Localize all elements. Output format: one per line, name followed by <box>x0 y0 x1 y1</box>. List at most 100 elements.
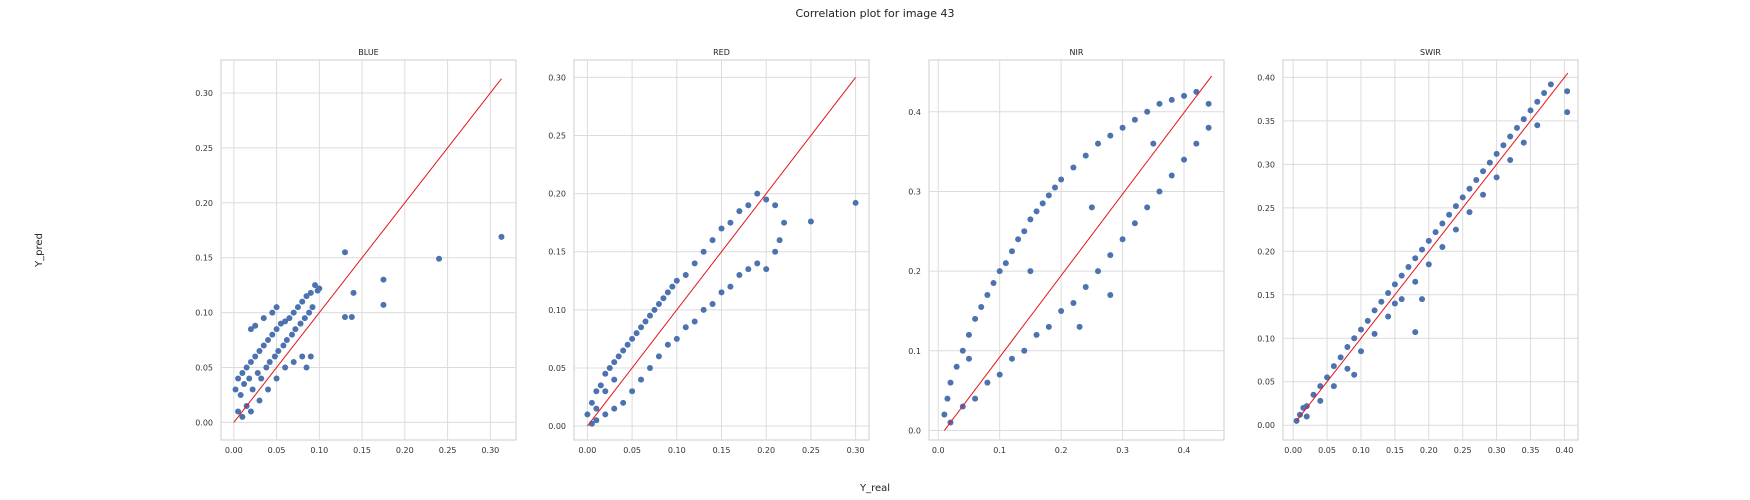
scatter-point <box>1534 98 1541 105</box>
scatter-point <box>1008 248 1015 255</box>
scatter-point <box>602 370 609 377</box>
scatter-point <box>1507 157 1514 163</box>
identity-line <box>233 78 502 423</box>
scatter-point <box>1076 323 1083 330</box>
scatter-point <box>646 312 653 319</box>
scatter-point <box>1303 413 1310 420</box>
scatter-point <box>1070 164 1077 171</box>
scatter-point <box>629 388 636 395</box>
panel-swir: 0.00 0.05 0.10 0.15 0.20 0.25 0.30 0.35 0.40 0.00… <box>1257 48 1579 455</box>
x-tick-label: 0.20 <box>1420 446 1438 455</box>
scatter-point <box>299 298 306 305</box>
scatter-point <box>1095 268 1102 275</box>
scatter-point <box>965 355 972 362</box>
scatter-point <box>584 411 591 418</box>
scatter-point <box>290 309 297 316</box>
scatter-point <box>247 408 254 415</box>
scatter-point <box>972 315 979 322</box>
scatter-point <box>1144 108 1151 115</box>
y-tick-label: 0.00 <box>1257 421 1275 430</box>
scatter-series <box>584 190 859 427</box>
scatter-point <box>1452 226 1459 233</box>
scatter-point <box>727 283 734 290</box>
y-tick-label: 0.30 <box>195 89 213 98</box>
scatter-point <box>1344 365 1351 372</box>
scatter-point <box>299 353 306 360</box>
scatter-point <box>606 364 613 371</box>
x-tick-label: 0.05 <box>623 446 641 455</box>
scatter-point <box>638 324 645 331</box>
x-tick-label: 0.00 <box>579 446 597 455</box>
x-tick-label: 0.1 <box>993 446 1006 455</box>
scatter-point <box>1439 220 1446 227</box>
x-tick-label: 0.30 <box>1488 446 1506 455</box>
scatter-point <box>380 276 387 283</box>
scatter-point <box>691 318 698 325</box>
scatter-point <box>1412 278 1419 285</box>
plot-frame <box>928 59 1225 441</box>
scatter-point <box>1045 192 1052 199</box>
y-tick-label: 0.35 <box>1257 117 1275 126</box>
x-tick-label: 0.0 <box>932 446 945 455</box>
x-tick-label: 0.4 <box>1178 446 1191 455</box>
y-tick-label: 0.10 <box>1257 334 1275 343</box>
scatter-point <box>260 342 267 349</box>
scatter-point <box>1419 296 1426 303</box>
scatter-point <box>1058 176 1065 183</box>
scatter-point <box>1027 216 1034 223</box>
scatter-point <box>1391 300 1398 307</box>
scatter-point <box>772 248 779 255</box>
scatter-point <box>1507 133 1514 140</box>
scatter-point <box>593 388 600 395</box>
scatter-point <box>273 375 280 382</box>
figure-y-label: Y_pred <box>34 233 45 268</box>
scatter-point <box>252 353 259 360</box>
scatter-point <box>235 408 242 415</box>
scatter-point <box>1486 159 1493 166</box>
y-tick-label: 0.25 <box>1257 204 1275 213</box>
scatter-point <box>282 318 289 325</box>
scatter-point <box>1344 343 1351 350</box>
scatter-point <box>1107 292 1114 299</box>
scatter-point <box>1002 260 1009 267</box>
scatter-point <box>664 341 671 348</box>
scatter-point <box>1364 317 1371 324</box>
panel-blue: 0.00 0.05 0.10 0.15 0.20 0.25 0.30 0.00 0.05 0.10… <box>195 48 517 455</box>
scatter-point <box>1168 96 1175 103</box>
y-tick-label: 0.30 <box>548 73 566 82</box>
scatter-point <box>602 388 609 395</box>
scatter-point <box>727 219 734 226</box>
x-tick-label: 0.25 <box>802 446 820 455</box>
scatter-point <box>1119 124 1126 131</box>
scatter-point <box>615 353 622 360</box>
x-tick-label: 0.15 <box>353 446 371 455</box>
scatter-point <box>776 237 783 244</box>
scatter-point <box>763 266 770 273</box>
scatter-point <box>655 301 662 308</box>
scatter-point <box>638 376 645 383</box>
scatter-point <box>593 405 600 412</box>
scatter-point <box>602 411 609 418</box>
x-tick-label: 0.35 <box>1522 446 1540 455</box>
scatter-series <box>1293 81 1571 424</box>
scatter-point <box>254 370 261 377</box>
scatter-point <box>1480 168 1487 175</box>
scatter-point <box>629 335 636 342</box>
scatter-point <box>965 331 972 338</box>
scatter-point <box>247 326 254 333</box>
y-tick-label: 0.25 <box>195 144 213 153</box>
scatter-point <box>1144 204 1151 211</box>
scatter-point <box>1015 236 1022 243</box>
scatter-point <box>1398 272 1405 279</box>
scatter-series <box>232 233 505 420</box>
scatter-point <box>256 397 263 404</box>
scatter-point <box>286 315 293 322</box>
x-tick-label: 0.10 <box>310 446 328 455</box>
x-tick-label: 0.05 <box>268 446 286 455</box>
scatter-point <box>265 337 272 344</box>
y-tick-label: 0.3 <box>908 187 921 196</box>
scatter-point <box>1193 88 1200 95</box>
scatter-point <box>263 364 270 371</box>
x-tick-label: 0.30 <box>481 446 499 455</box>
scatter-point <box>292 326 299 333</box>
